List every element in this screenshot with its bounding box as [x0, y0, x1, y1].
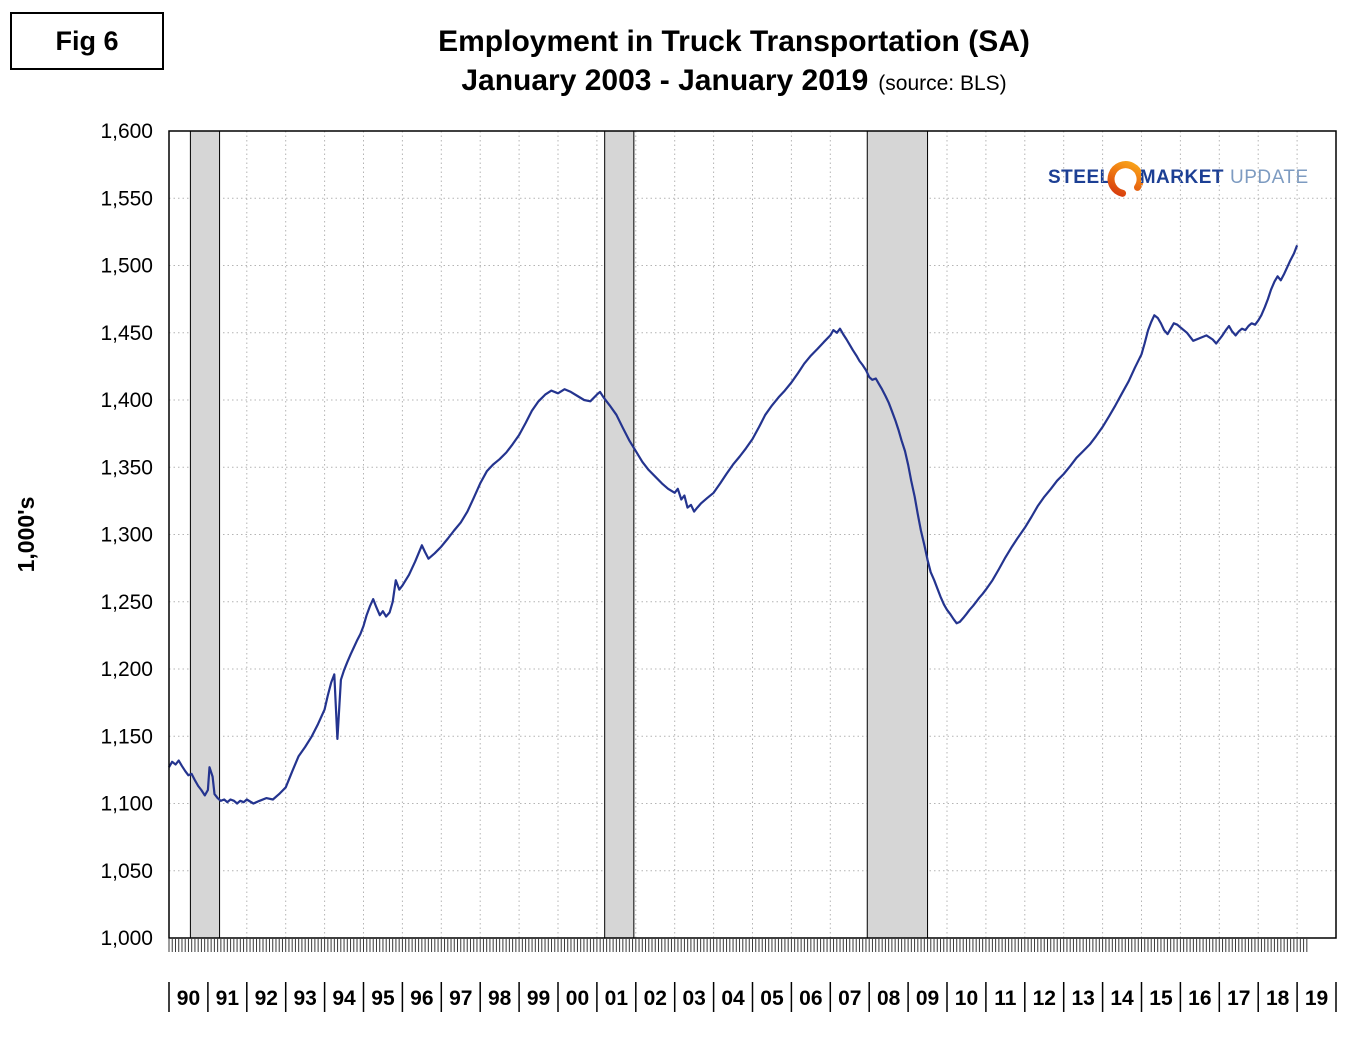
x-year-label: 15	[1149, 987, 1173, 1010]
x-year-label: 17	[1227, 987, 1250, 1010]
x-year-label: 11	[994, 987, 1017, 1010]
y-tick-label: 1,150	[100, 725, 153, 748]
x-year-label: 02	[644, 987, 667, 1010]
x-year-label: 09	[916, 987, 939, 1010]
y-tick-label: 1,450	[100, 322, 153, 345]
y-tick-label: 1,400	[100, 389, 153, 412]
y-tick-label: 1,000	[100, 927, 153, 950]
plot-border	[168, 130, 1337, 939]
x-year-label: 12	[1033, 987, 1056, 1010]
x-year-label: 03	[682, 987, 705, 1010]
x-year-label: 96	[410, 987, 433, 1010]
axes	[168, 130, 1337, 1012]
axis-labels: 90 91 92 93 94 95 96 97 98 99 00 01 02 03 04 05 06 07 08 09…	[13, 120, 1328, 1010]
x-year-label: 94	[332, 987, 356, 1010]
x-year-label: 98	[488, 987, 512, 1010]
x-year-label: 05	[760, 987, 784, 1010]
recession-band	[604, 130, 635, 939]
x-year-label: 06	[799, 987, 822, 1010]
y-tick-label: 1,050	[100, 860, 153, 883]
x-year-label: 18	[1266, 987, 1290, 1010]
y-tick-label: 1,600	[100, 120, 153, 143]
y-axis-title: 1,000's	[13, 497, 39, 573]
y-tick-label: 1,500	[100, 255, 153, 278]
y-tick-label: 1,200	[100, 658, 153, 681]
x-year-label: 19	[1305, 987, 1328, 1010]
recession-band	[866, 130, 929, 939]
y-tick-label: 1,100	[100, 793, 153, 816]
subtitle-text: January 2003 - January 2019	[461, 64, 869, 97]
x-year-label: 97	[449, 987, 472, 1010]
logo-market-text: MARKET	[1139, 167, 1225, 188]
x-year-label: 08	[877, 987, 901, 1010]
x-year-label: 07	[838, 987, 861, 1010]
x-year-label: 01	[605, 987, 629, 1010]
data-series	[168, 244, 1299, 805]
x-year-label: 13	[1071, 987, 1094, 1010]
source-note: (source: BLS)	[878, 72, 1007, 95]
gridlines	[169, 131, 1336, 938]
x-year-label: 10	[955, 987, 978, 1010]
x-year-label: 14	[1110, 987, 1134, 1010]
x-year-label: 04	[721, 987, 745, 1010]
logo-update-text: UPDATE	[1230, 167, 1309, 188]
y-tick-label: 1,350	[100, 456, 153, 479]
y-tick-label: 1,300	[100, 524, 153, 547]
x-year-label: 91	[216, 987, 240, 1010]
x-year-label: 95	[371, 987, 395, 1010]
y-tick-label: 1,550	[100, 187, 153, 210]
figure-label-box: Fig 6	[10, 12, 164, 70]
chart-subtitle: January 2003 - January 2019 (source: BLS)	[105, 61, 1363, 100]
employment-line	[168, 244, 1299, 805]
y-tick-label: 1,250	[100, 591, 153, 614]
recession-band	[189, 130, 221, 939]
logo-swoosh-icon	[1107, 161, 1144, 197]
x-year-label: 92	[255, 987, 278, 1010]
x-year-label: 99	[527, 987, 550, 1010]
x-year-label: 16	[1188, 987, 1211, 1010]
chart-title: Employment in Truck Transportation (SA)	[438, 25, 1030, 58]
x-year-label: 00	[566, 987, 589, 1010]
figure-label: Fig 6	[55, 25, 119, 56]
x-year-label: 93	[293, 987, 316, 1010]
x-year-label: 90	[177, 987, 200, 1010]
chart-title-block: Employment in Truck Transportation (SA) …	[105, 22, 1363, 100]
